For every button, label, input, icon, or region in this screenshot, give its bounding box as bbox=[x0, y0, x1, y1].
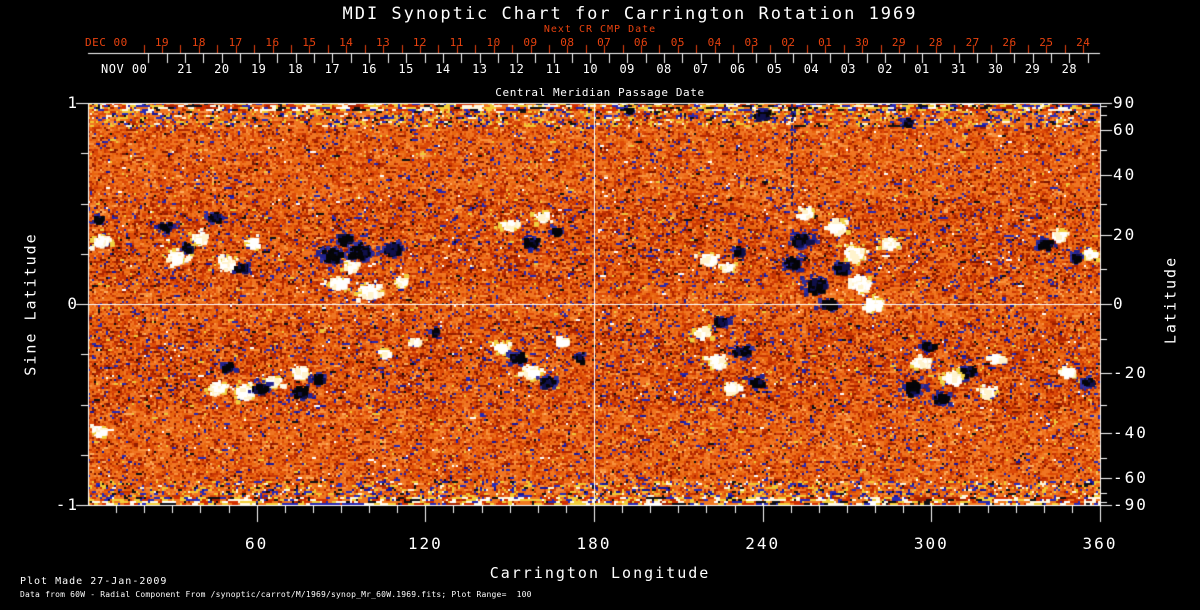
page-title: MDI Synoptic Chart for Carrington Rotati… bbox=[342, 4, 918, 24]
cmp-day-label: 31 bbox=[951, 62, 967, 76]
next-cr-day-label: 05 bbox=[670, 36, 686, 49]
cmp-day-label: 07 bbox=[693, 62, 709, 76]
latitude-tick-label: 0 bbox=[1113, 294, 1125, 313]
cmp-month-label: NOV 00 bbox=[101, 62, 148, 76]
next-cr-day-label: 09 bbox=[523, 36, 538, 49]
next-cr-day-label: 02 bbox=[781, 36, 796, 49]
latitude-tick-label: -90 bbox=[1113, 495, 1148, 514]
sine-latitude-axis-title: Sine Latitude bbox=[21, 232, 40, 376]
next-cr-day-label: 04 bbox=[707, 36, 722, 49]
next-cr-day-label: 06 bbox=[633, 36, 649, 49]
cmp-day-label: 10 bbox=[582, 62, 599, 76]
next-cr-day-label: 12 bbox=[412, 36, 428, 49]
cmp-day-label: 28 bbox=[1061, 62, 1078, 76]
cmp-day-label: 12 bbox=[508, 62, 525, 76]
next-cr-day-label: 19 bbox=[154, 36, 170, 49]
cmp-day-label: 16 bbox=[361, 62, 377, 76]
next-cr-day-label: 18 bbox=[191, 36, 206, 49]
longitude-tick-label: 60 bbox=[245, 534, 269, 553]
cmp-day-label: 30 bbox=[987, 62, 1004, 76]
next-cr-day-label: 16 bbox=[265, 36, 280, 49]
next-cr-day-label: 13 bbox=[375, 36, 391, 49]
next-cr-cmp-date-axis-title: Next CR CMP Date bbox=[543, 24, 657, 35]
cmp-day-label: 03 bbox=[840, 62, 857, 76]
next-cr-day-label: 14 bbox=[339, 36, 354, 49]
latitude-tick-label: -60 bbox=[1113, 468, 1148, 488]
latitude-tick-label: 20 bbox=[1113, 225, 1137, 245]
cmp-day-label: 21 bbox=[177, 62, 193, 76]
next-cr-day-label: 01 bbox=[818, 36, 833, 49]
latitude-tick-label: 40 bbox=[1113, 164, 1137, 184]
latitude-axis-title: Latitude bbox=[1161, 255, 1180, 345]
longitude-tick-label: 240 bbox=[745, 534, 781, 553]
cmp-date-axis-title: Central Meridian Passage Date bbox=[495, 86, 705, 99]
latitude-tick-label: -40 bbox=[1113, 423, 1148, 443]
cmp-day-label: 20 bbox=[214, 62, 230, 76]
longitude-tick-label: 300 bbox=[913, 534, 949, 553]
next-cr-day-label: 24 bbox=[1076, 36, 1091, 49]
next-cr-day-label: 30 bbox=[855, 36, 870, 49]
latitude-tick-label: 60 bbox=[1113, 119, 1137, 139]
next-cr-day-label: 10 bbox=[486, 36, 501, 49]
latitude-tick-label: -20 bbox=[1113, 362, 1148, 382]
next-cr-day-label: 28 bbox=[928, 36, 943, 49]
cmp-day-label: 09 bbox=[619, 62, 635, 76]
next-cr-day-label: 15 bbox=[302, 36, 317, 49]
cmp-day-label: 14 bbox=[435, 62, 451, 76]
plot-made-date-text: Plot Made 27-Jan-2009 bbox=[20, 576, 168, 587]
next-cr-day-label: 08 bbox=[560, 36, 575, 49]
next-cr-day-label: 17 bbox=[228, 36, 243, 49]
next-cr-day-label: 29 bbox=[891, 36, 907, 49]
longitude-tick-label: 360 bbox=[1082, 534, 1118, 553]
latitude-tick-label: 90 bbox=[1113, 93, 1137, 112]
data-source-text: Data from 60W - Radial Component From /s… bbox=[20, 590, 532, 599]
cmp-day-label: 02 bbox=[877, 62, 893, 76]
cmp-day-label: 04 bbox=[803, 62, 820, 76]
next-cr-month-label: DEC 00 bbox=[85, 36, 128, 49]
cmp-day-label: 19 bbox=[250, 62, 267, 76]
cmp-day-label: 18 bbox=[287, 62, 304, 76]
carrington-longitude-axis-title: Carrington Longitude bbox=[489, 564, 711, 582]
cmp-day-label: 29 bbox=[1024, 62, 1041, 76]
cmp-day-label: 01 bbox=[914, 62, 930, 76]
longitude-tick-label: 120 bbox=[407, 534, 443, 553]
next-cr-day-label: 27 bbox=[965, 36, 980, 49]
sine-latitude-tick-label: -1 bbox=[55, 495, 79, 514]
next-cr-day-label: 25 bbox=[1039, 36, 1054, 49]
cmp-day-label: 06 bbox=[730, 62, 746, 76]
cmp-day-label: 08 bbox=[656, 62, 672, 76]
cmp-day-label: 17 bbox=[324, 62, 341, 76]
cmp-day-label: 15 bbox=[398, 62, 414, 76]
next-cr-day-label: 11 bbox=[449, 36, 464, 49]
next-cr-day-label: 26 bbox=[1002, 36, 1017, 49]
cmp-day-label: 13 bbox=[472, 62, 488, 76]
sine-latitude-tick-label: 0 bbox=[67, 294, 79, 313]
cmp-day-label: 05 bbox=[766, 62, 783, 76]
cmp-day-label: 11 bbox=[545, 62, 562, 76]
sine-latitude-tick-label: 1 bbox=[67, 93, 79, 112]
next-cr-day-label: 07 bbox=[597, 36, 612, 49]
next-cr-day-label: 03 bbox=[744, 36, 759, 49]
longitude-tick-label: 180 bbox=[576, 534, 612, 553]
